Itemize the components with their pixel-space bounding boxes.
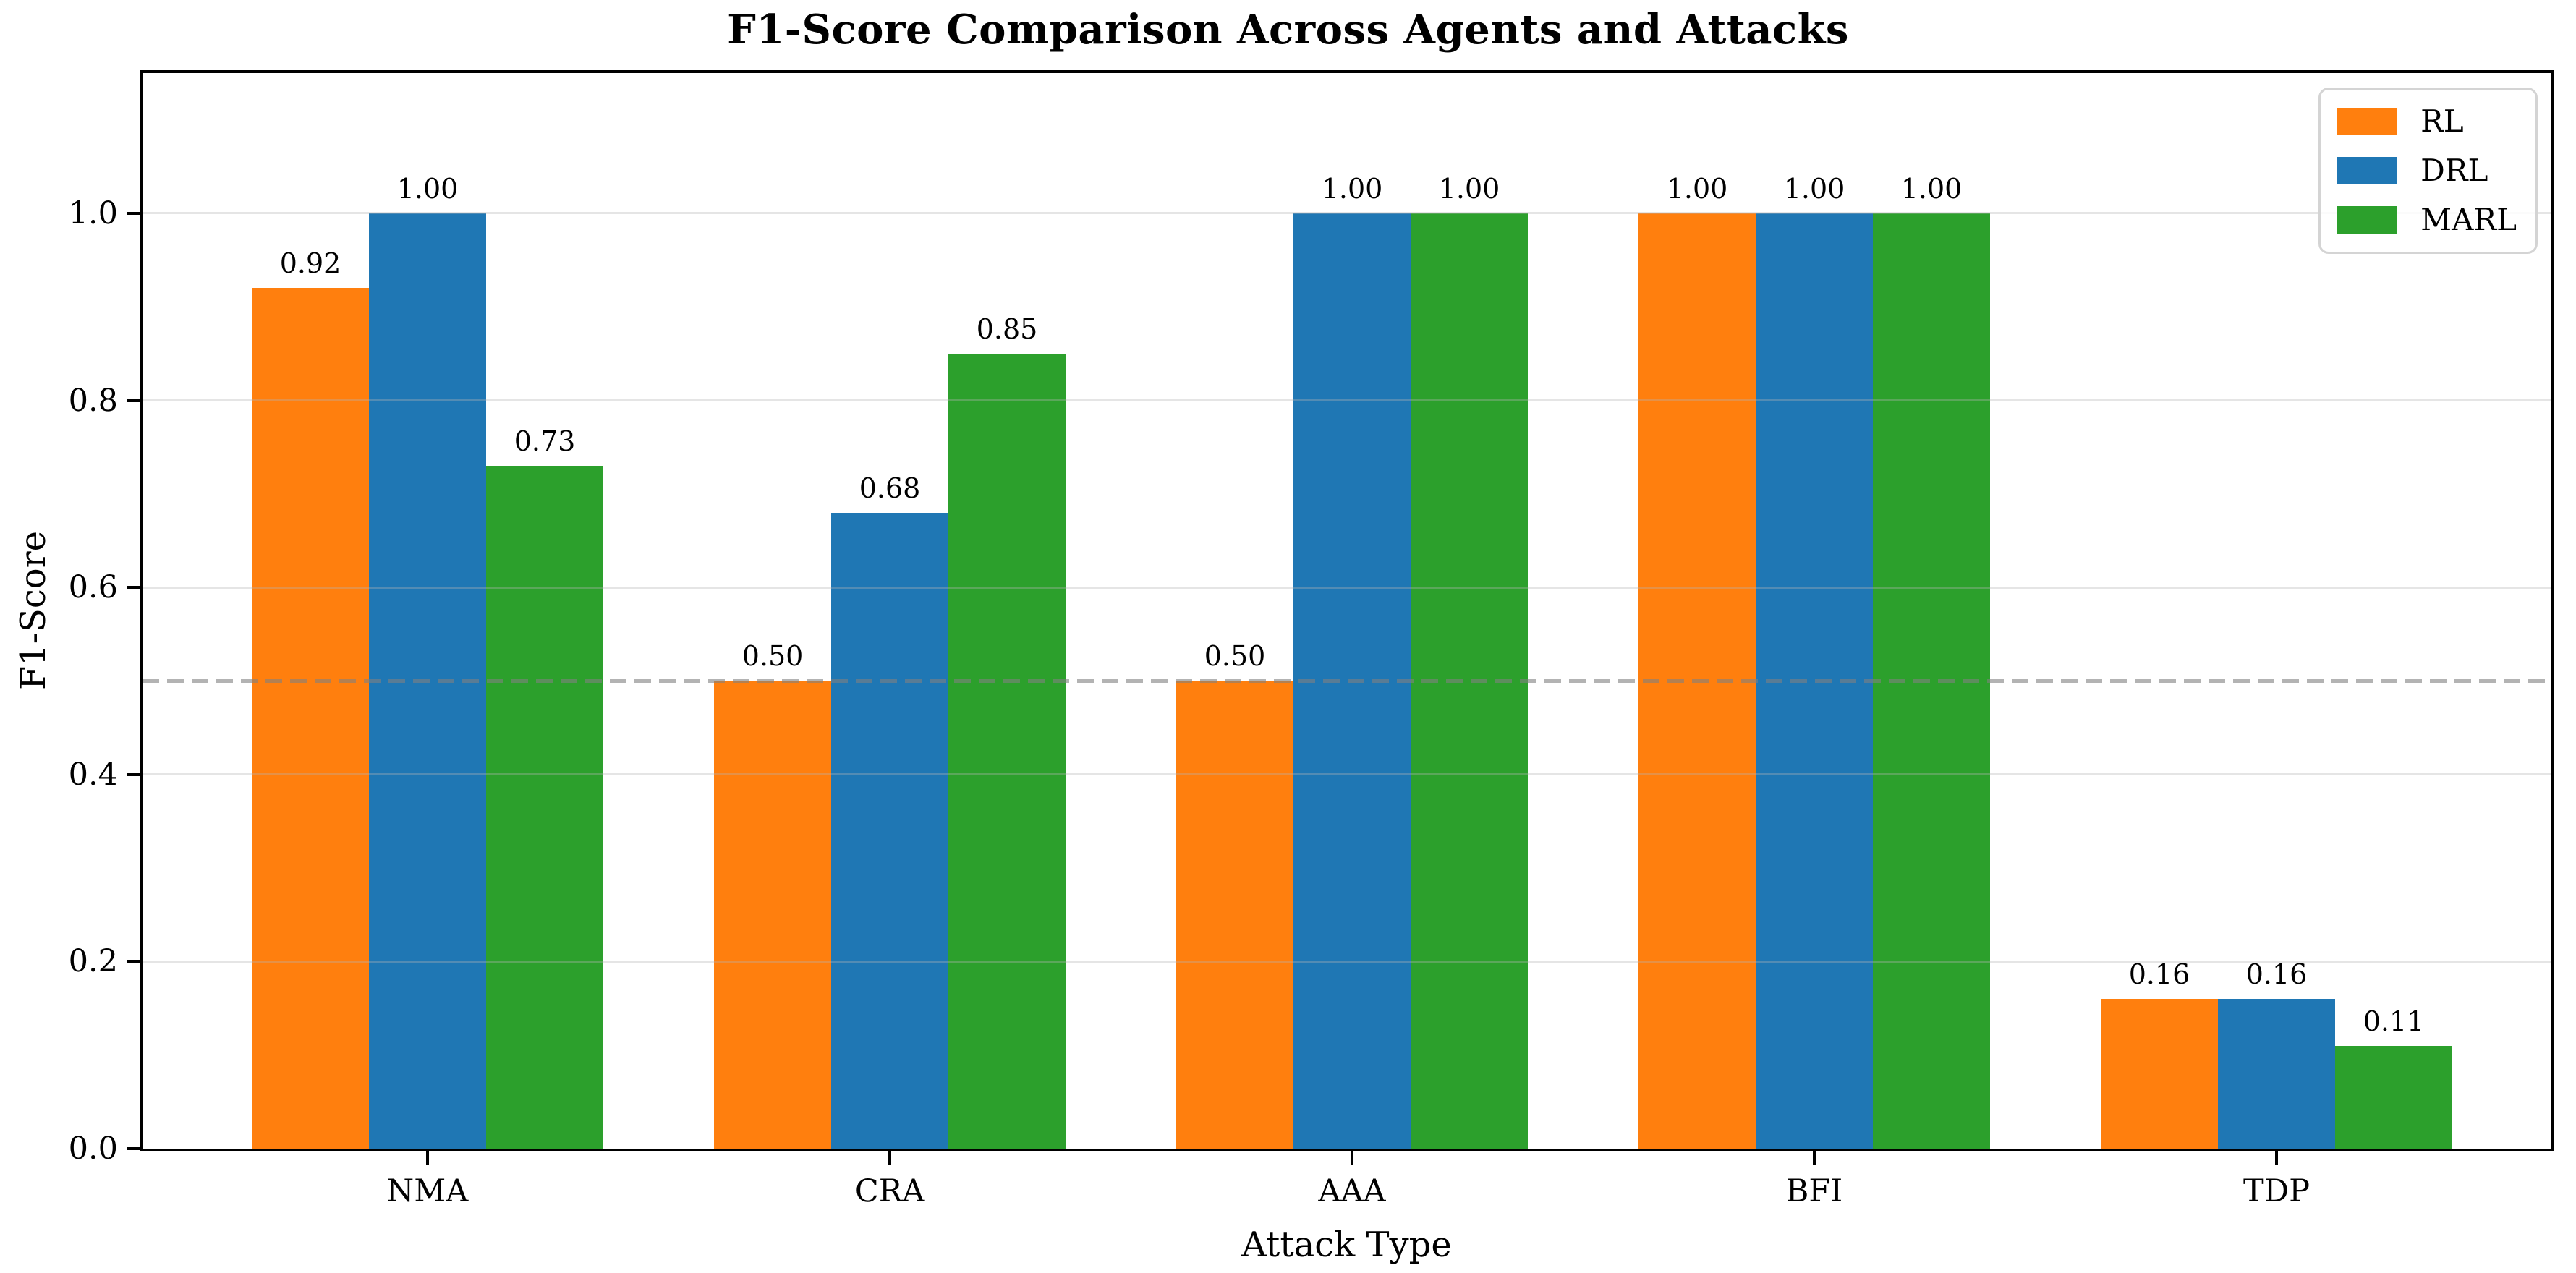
ytick-mark-0.8 [127, 399, 140, 402]
xtick-mark-NMA [426, 1151, 429, 1165]
gridline-y-0.4 [143, 773, 2551, 776]
ytick-label-0.6: 0.6 [68, 569, 118, 606]
ytick-mark-0.2 [127, 960, 140, 963]
bar-RL-CRA [714, 681, 831, 1149]
bar-value-label-RL-AAA: 0.50 [1204, 640, 1266, 673]
bar-DRL-TDP [2218, 999, 2335, 1149]
legend-swatch-DRL [2337, 157, 2398, 184]
bar-value-label-DRL-BFI: 1.00 [1783, 172, 1845, 205]
xtick-mark-TDP [2275, 1151, 2278, 1165]
bar-value-label-RL-CRA: 0.50 [741, 640, 804, 673]
ytick-label-0.0: 0.0 [68, 1131, 118, 1167]
bar-MARL-TDP [2335, 1045, 2452, 1149]
xtick-label-BFI: BFI [1785, 1173, 1843, 1209]
legend-label-DRL: DRL [2420, 153, 2488, 188]
bar-MARL-NMA [486, 466, 603, 1149]
bar-value-label-DRL-CRA: 0.68 [859, 472, 921, 504]
reference-line [143, 678, 2551, 683]
legend: RL DRL MARL [2318, 88, 2538, 254]
xtick-label-NMA: NMA [386, 1173, 469, 1209]
bar-RL-AAA [1176, 681, 1293, 1149]
bar-value-label-MARL-NMA: 0.73 [514, 425, 576, 458]
legend-entry-RL: RL [2337, 106, 2517, 137]
xtick-mark-BFI [1813, 1151, 1816, 1165]
ytick-mark-0.6 [127, 586, 140, 589]
bar-value-label-RL-BFI: 1.00 [1666, 172, 1728, 205]
bar-RL-TDP [2101, 999, 2218, 1149]
gridline-y-0.2 [143, 960, 2551, 963]
ytick-mark-1.0 [127, 211, 140, 215]
legend-swatch-RL [2337, 108, 2398, 135]
bar-value-label-MARL-CRA: 0.85 [976, 312, 1038, 345]
bar-value-label-DRL-NMA: 1.00 [396, 172, 459, 205]
legend-label-RL: RL [2420, 103, 2464, 139]
bar-value-label-MARL-TDP: 0.11 [2363, 1005, 2425, 1037]
bar-MARL-CRA [948, 353, 1066, 1149]
ytick-label-0.2: 0.2 [68, 943, 118, 980]
legend-swatch-MARL [2337, 206, 2398, 234]
xtick-label-TDP: TDP [2243, 1173, 2311, 1209]
ytick-mark-0.4 [127, 772, 140, 776]
gridline-y-0.8 [143, 399, 2551, 402]
bar-group-BFI: 1.00 1.00 1.00 [1638, 73, 1990, 1149]
ytick-label-0.8: 0.8 [68, 382, 118, 419]
legend-entry-MARL: MARL [2337, 204, 2517, 236]
bar-value-label-MARL-BFI: 1.00 [1900, 172, 1963, 205]
bar-group-TDP: 0.16 0.16 0.11 [2101, 73, 2452, 1149]
bar-value-label-DRL-TDP: 0.16 [2245, 958, 2308, 991]
xtick-mark-CRA [888, 1151, 891, 1165]
bar-DRL-CRA [831, 512, 948, 1149]
legend-entry-DRL: DRL [2337, 155, 2517, 187]
ytick-label-0.4: 0.4 [68, 756, 118, 793]
gridline-y-1 [143, 212, 2551, 215]
xtick-label-AAA: AAA [1318, 1173, 1386, 1209]
bar-value-label-DRL-AAA: 1.00 [1321, 172, 1383, 205]
ytick-mark-0.0 [127, 1147, 140, 1150]
bar-group-CRA: 0.50 0.68 0.85 [714, 73, 1066, 1149]
plot-area: 0.92 1.00 0.73 0.50 0.68 0.85 0.50 1.00 1.00 1.00… [140, 70, 2554, 1151]
bar-value-label-RL-NMA: 0.92 [279, 247, 341, 280]
x-axis-label: Attack Type [1241, 1225, 1452, 1265]
bar-value-label-MARL-AAA: 1.00 [1438, 172, 1500, 205]
bar-value-label-RL-TDP: 0.16 [2128, 958, 2190, 991]
xtick-mark-AAA [1351, 1151, 1353, 1165]
bar-RL-NMA [252, 288, 369, 1149]
legend-label-MARL: MARL [2420, 202, 2517, 237]
y-axis-label: F1-Score [13, 530, 54, 691]
chart-title: F1-Score Comparison Across Agents and At… [727, 6, 1849, 54]
bar-group-AAA: 0.50 1.00 1.00 [1176, 73, 1528, 1149]
bar-group-NMA: 0.92 1.00 0.73 [252, 73, 603, 1149]
xtick-label-CRA: CRA [854, 1173, 925, 1209]
ytick-label-1.0: 1.0 [68, 195, 118, 231]
gridline-y-0.6 [143, 586, 2551, 589]
